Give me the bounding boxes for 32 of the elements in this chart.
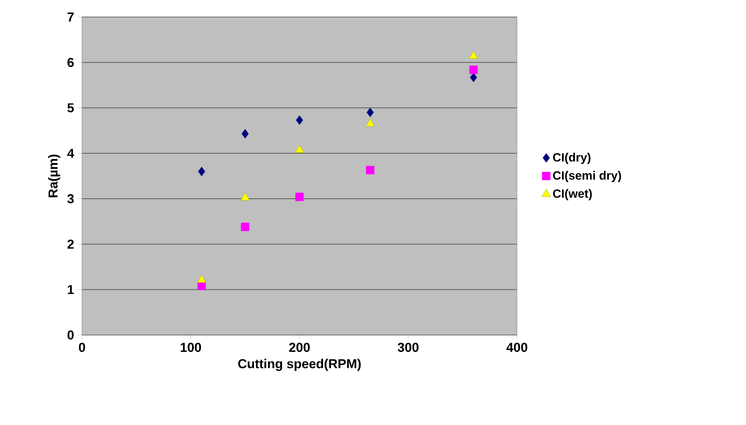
point (240, 222, 250, 232)
y-tick-label: 5 (67, 103, 74, 112)
point (296, 115, 304, 125)
y-tick-label: 7 (68, 12, 74, 22)
y-tick-label: 4 (67, 148, 74, 158)
point (366, 118, 375, 126)
point (198, 166, 206, 176)
y-tick-label: 0 (68, 330, 74, 340)
point (366, 166, 374, 174)
point (242, 129, 249, 138)
y-tick-label: 6 (67, 58, 74, 68)
point (470, 72, 478, 82)
point (366, 108, 374, 118)
point (197, 274, 206, 283)
point (240, 192, 250, 200)
x-tick-label: 300 (398, 342, 419, 352)
legend-label: CI(semi dry) (553, 170, 622, 182)
y-axis-title: Ra(µm) (48, 154, 60, 198)
legend-label: CI(wet) (553, 189, 592, 200)
x-tick-label: 400 (506, 342, 528, 352)
x-tick-label: 0 (78, 342, 86, 352)
legend-label: CI(dry) (553, 152, 590, 164)
y-tick-label: 1 (68, 285, 74, 294)
point (469, 66, 478, 74)
point (294, 144, 304, 153)
x-axis-title: Cutting speed(RPM) (238, 358, 361, 371)
y-tick-label: 2 (67, 240, 74, 249)
y-tick-label: 3 (67, 194, 74, 204)
point (468, 50, 478, 59)
x-tick-label: 200 (289, 342, 310, 352)
x-tick-label: 100 (180, 342, 202, 352)
point (295, 192, 304, 202)
